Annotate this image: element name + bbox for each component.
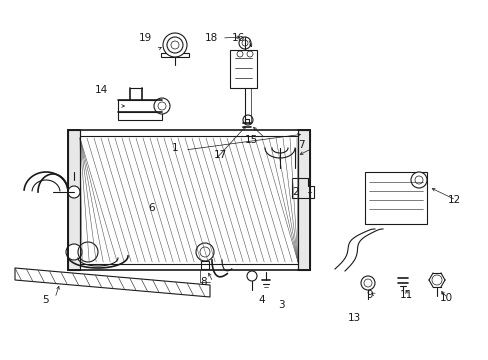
Polygon shape [15,268,209,297]
Polygon shape [161,53,189,57]
Text: 9: 9 [365,290,372,300]
Polygon shape [364,172,426,224]
Text: 5: 5 [42,295,48,305]
Polygon shape [229,50,257,88]
Text: 10: 10 [439,293,452,303]
Text: 12: 12 [447,195,460,205]
Polygon shape [297,130,309,270]
Circle shape [163,33,186,57]
Circle shape [154,98,170,114]
Text: 7: 7 [298,140,305,150]
Text: 13: 13 [347,313,361,323]
Text: 4: 4 [258,295,264,305]
Text: 18: 18 [204,33,218,43]
Circle shape [68,186,80,198]
Text: 2: 2 [291,187,298,197]
Text: 8: 8 [200,277,206,287]
Text: 15: 15 [244,135,258,145]
Circle shape [410,172,426,188]
Polygon shape [118,112,162,120]
Text: 17: 17 [214,150,227,160]
Text: 14: 14 [95,85,108,95]
Circle shape [66,244,82,260]
Text: 16: 16 [231,33,245,43]
Polygon shape [118,100,162,112]
Bar [201,261,208,269]
Text: 3: 3 [278,300,284,310]
Text: 19: 19 [139,33,152,43]
Text: 6: 6 [148,203,154,213]
Polygon shape [68,130,80,270]
Text: 11: 11 [399,290,412,300]
Text: 1: 1 [171,143,178,153]
